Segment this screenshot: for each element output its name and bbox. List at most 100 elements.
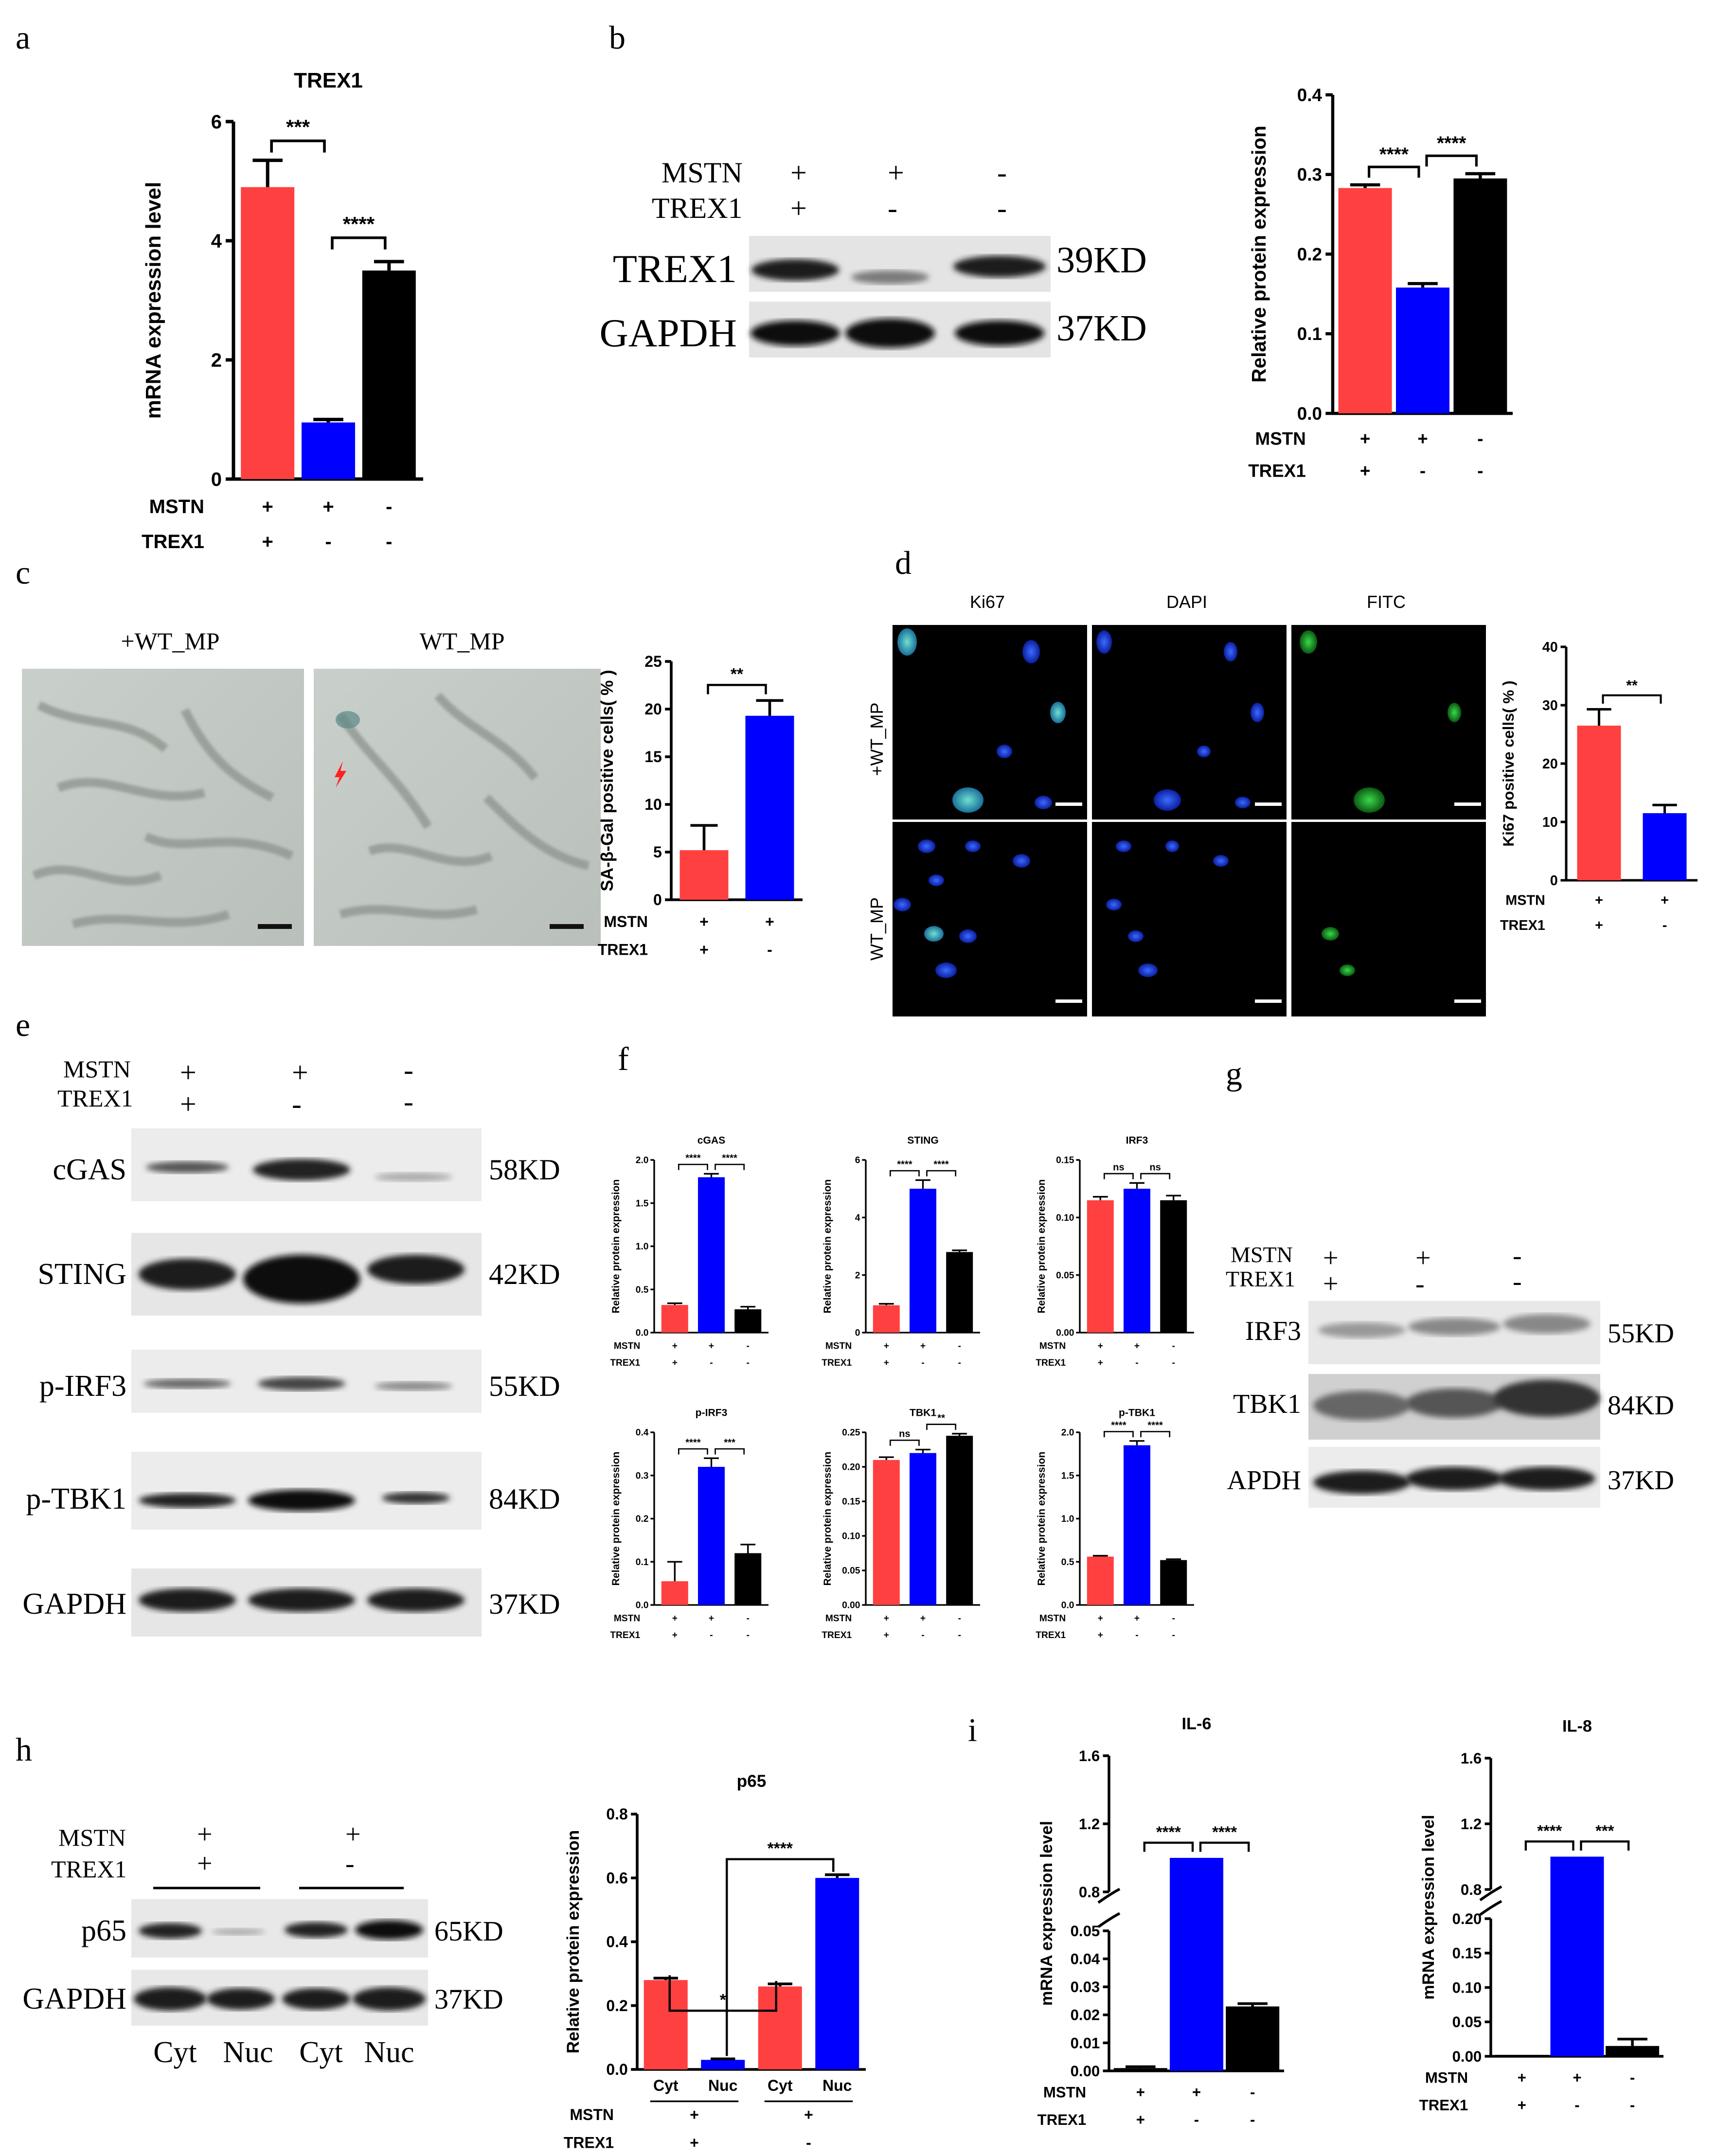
significance-bracket [668, 1975, 777, 2012]
blot-b-sign: + [888, 157, 904, 189]
band-name: STING [37, 1258, 126, 1291]
condition-name: TREX1 [1036, 1630, 1066, 1640]
bar [758, 1986, 802, 2069]
band-name: GAPDH [22, 1587, 126, 1621]
condition-name: TREX1 [1037, 2111, 1087, 2128]
y-tick-label: 0.00 [1056, 1328, 1074, 1338]
condition-sign: + [1518, 2069, 1526, 2086]
y-tick-label: 30 [1542, 698, 1558, 713]
significance-label: **** [1537, 1821, 1562, 1839]
blot-h-trex1-label: TREX1 [51, 1855, 127, 1883]
band-kd: 55KD [1608, 1319, 1674, 1349]
band-name: cGAS [53, 1153, 126, 1186]
condition-sign: - [1250, 2111, 1255, 2128]
bar [873, 1460, 900, 1605]
bar [679, 850, 729, 900]
bar [815, 1878, 859, 2069]
condition-sign: + [1134, 1614, 1140, 1624]
micrograph-dapi-1 [1092, 625, 1287, 820]
band-name: TBK1 [1233, 1389, 1301, 1419]
y-tick-label: 0.2 [636, 1514, 649, 1524]
blot-b-sign: + [790, 157, 807, 189]
condition-name: TREX1 [610, 1630, 640, 1640]
micrograph-dapi-2 [1092, 822, 1287, 1016]
condition-sign: - [1250, 2084, 1255, 2101]
condition-sign: - [1574, 2097, 1579, 2114]
bar [910, 1453, 936, 1605]
bar [734, 1553, 762, 1605]
significance-label: **** [897, 1159, 912, 1170]
y-tick-label: 0.03 [1071, 1978, 1100, 1996]
x-tick-label: Nuc [708, 2077, 737, 2094]
significance-bracket [889, 1170, 920, 1176]
bar [1643, 813, 1687, 880]
panel-label-c: c [16, 554, 30, 591]
condition-sign: + [262, 496, 273, 517]
lane-label: Nuc [364, 2036, 414, 2069]
bar [1453, 178, 1507, 413]
bar [302, 422, 355, 479]
condition-sign: - [958, 1630, 961, 1640]
condition-sign: - [1420, 461, 1426, 481]
blot-b-sign: - [888, 192, 897, 224]
scale-bar [550, 924, 584, 929]
condition-name: TREX1 [564, 2134, 614, 2152]
condition-sign: + [1661, 892, 1669, 908]
significance-label: *** [286, 116, 310, 139]
significance-label: ** [1626, 678, 1638, 694]
blot-h-sign: - [345, 1849, 355, 1879]
blot-g-trex1-label: TREX1 [1226, 1266, 1295, 1291]
panel-label-a: a [16, 19, 30, 56]
condition-name: MSTN [1255, 428, 1306, 448]
y-tick-label: 1.5 [1061, 1471, 1074, 1481]
bar [1226, 2006, 1280, 2071]
y-tick-label: 0.4 [1297, 85, 1323, 105]
condition-sign: - [747, 1358, 750, 1368]
significance-bracket [1368, 165, 1420, 178]
bar [1396, 287, 1449, 413]
micrograph-ki67-2 [893, 822, 1087, 1016]
band-name: IRF3 [1245, 1316, 1301, 1346]
condition-sign: - [1194, 2111, 1199, 2128]
condition-name: MSTN [1043, 2084, 1086, 2101]
significance-bracket [331, 236, 387, 249]
condition-sign: + [884, 1614, 889, 1624]
blot-h: MSTN TREX1 + + + - p65 GAPDH 65KD 37KD C… [22, 1819, 503, 2069]
condition-sign: + [699, 913, 709, 930]
y-tick-label: 0.2 [606, 1997, 627, 2014]
significance-label: **** [685, 1437, 701, 1448]
significance-label: *** [1595, 1821, 1614, 1839]
condition-sign: + [1136, 2111, 1145, 2128]
micrographs-d: Ki67 DAPI FITC +WT_MP WT_MP [867, 592, 1486, 1016]
y-axis-label: mRNA expression level [1037, 1821, 1056, 2006]
significance-bracket [270, 139, 326, 153]
arrow-icon [335, 761, 346, 788]
y-tick-label: 40 [1542, 640, 1558, 655]
band-name: p-TBK1 [26, 1482, 126, 1515]
y-tick-label: 0.3 [1297, 165, 1322, 185]
condition-sign: + [884, 1358, 889, 1368]
micrograph-fitc-2 [1291, 822, 1486, 1016]
y-tick-label: 0.10 [1056, 1213, 1074, 1223]
y-tick-label: 1.2 [1461, 1816, 1482, 1833]
band-name: p-IRF3 [39, 1370, 126, 1403]
condition-sign: + [1518, 2097, 1526, 2114]
blot-b-trex1-label: TREX1 [652, 192, 743, 224]
y-tick-label: 0.0 [606, 2061, 627, 2078]
chart-title: STING [907, 1135, 939, 1146]
y-tick-label: 0.0 [1061, 1601, 1074, 1611]
condition-sign: - [747, 1614, 750, 1624]
channel-label: FITC [1367, 592, 1406, 612]
y-tick-label: 0.05 [842, 1566, 860, 1576]
scale-bar [1055, 802, 1082, 806]
bar [1124, 1445, 1150, 1605]
condition-sign: + [1098, 1614, 1103, 1624]
y-axis-label: Relative protein expression [610, 1452, 622, 1586]
chart-i1: 0.00 0.01 0.02 0.03 0.04 0.05 0.8 1.2 1.6 mRNA ex… [1037, 1714, 1284, 2128]
y-tick-label: 0 [211, 469, 222, 490]
condition-sign: - [921, 1630, 924, 1640]
condition-sign: + [672, 1358, 678, 1368]
significance-bracket [1580, 1840, 1630, 1851]
condition-name: MSTN [825, 1341, 852, 1352]
